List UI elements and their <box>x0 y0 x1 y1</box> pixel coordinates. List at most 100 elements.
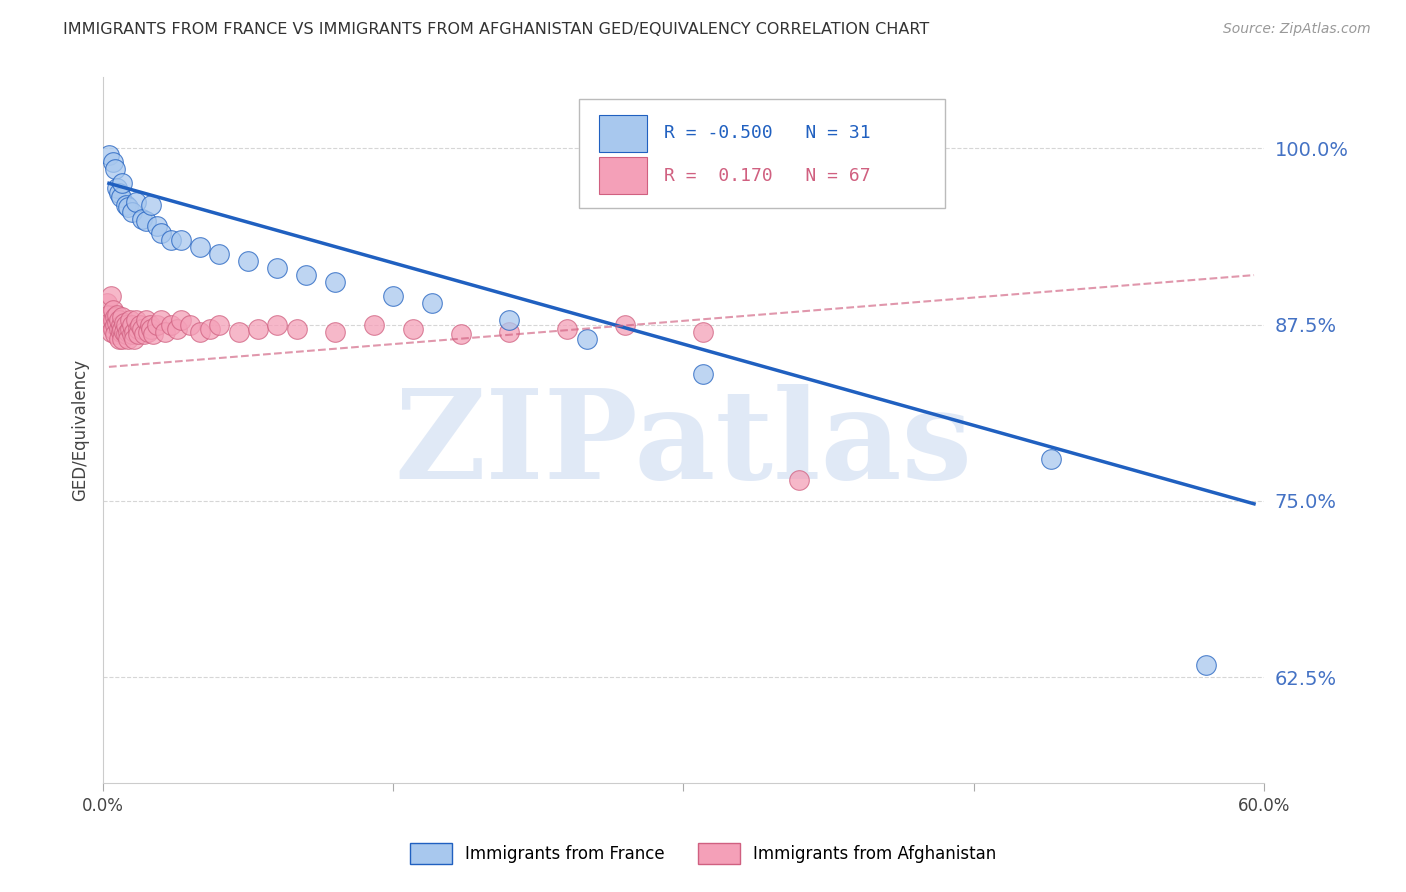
Point <box>363 318 385 332</box>
Point <box>117 200 139 214</box>
Point <box>111 322 134 336</box>
Point <box>97 148 120 162</box>
Point <box>382 289 405 303</box>
Point <box>121 204 143 219</box>
Point <box>285 322 308 336</box>
Point <box>188 325 211 339</box>
Bar <box>599 157 647 194</box>
Text: IMMIGRANTS FROM FRANCE VS IMMIGRANTS FROM AFGHANISTAN GED/EQUIVALENCY CORRELATIO: IMMIGRANTS FROM FRANCE VS IMMIGRANTS FRO… <box>63 22 929 37</box>
Point <box>100 289 122 303</box>
Point <box>146 318 169 332</box>
Text: R =  0.170   N = 67: R = 0.170 N = 67 <box>664 168 870 186</box>
Point <box>450 327 472 342</box>
Point <box>150 226 173 240</box>
Point <box>117 332 139 346</box>
Point <box>160 318 183 332</box>
Point <box>125 194 148 209</box>
Point <box>246 322 269 336</box>
Point <box>107 186 129 201</box>
Point <box>120 313 142 327</box>
Point <box>138 318 160 332</box>
Text: ZIPatlas: ZIPatlas <box>395 384 973 505</box>
Point <box>112 325 135 339</box>
Point <box>127 327 149 342</box>
Point <box>96 296 118 310</box>
Point <box>169 233 191 247</box>
Point <box>101 155 124 169</box>
Point <box>117 325 139 339</box>
Point <box>115 318 138 332</box>
Point <box>105 180 128 194</box>
Point <box>101 303 124 318</box>
Point <box>295 268 318 282</box>
Point <box>1039 451 1062 466</box>
Point <box>111 332 134 346</box>
Point <box>166 322 188 336</box>
Point <box>107 313 129 327</box>
Point <box>208 247 231 261</box>
Point <box>105 308 128 322</box>
Bar <box>599 115 647 152</box>
Point <box>128 318 150 332</box>
Point <box>614 318 637 332</box>
Point <box>135 214 157 228</box>
Point <box>104 318 127 332</box>
Point <box>107 332 129 346</box>
Point <box>198 322 221 336</box>
Point <box>150 313 173 327</box>
Point <box>141 322 163 336</box>
Point <box>420 296 443 310</box>
Point <box>112 316 135 330</box>
Point <box>111 177 134 191</box>
Point <box>153 325 176 339</box>
Point <box>121 318 143 332</box>
Point <box>122 332 145 346</box>
Point <box>692 367 714 381</box>
Text: R = -0.500   N = 31: R = -0.500 N = 31 <box>664 123 870 142</box>
Point <box>110 325 132 339</box>
Point <box>136 325 159 339</box>
Point <box>105 316 128 330</box>
Point <box>401 322 423 336</box>
Point <box>169 313 191 327</box>
Point <box>323 275 346 289</box>
Point <box>142 327 165 342</box>
Legend: Immigrants from France, Immigrants from Afghanistan: Immigrants from France, Immigrants from … <box>404 837 1002 871</box>
Point <box>121 327 143 342</box>
Point <box>97 308 120 322</box>
Point <box>110 190 132 204</box>
Point <box>160 233 183 247</box>
Point <box>557 322 579 336</box>
Point <box>101 322 124 336</box>
Point <box>188 240 211 254</box>
Point <box>110 318 132 332</box>
Point <box>498 325 520 339</box>
Point <box>97 316 120 330</box>
Point <box>122 325 145 339</box>
Point <box>575 332 598 346</box>
Point <box>238 254 260 268</box>
Point <box>179 318 201 332</box>
Point <box>692 325 714 339</box>
Point <box>132 327 155 342</box>
Point <box>141 197 163 211</box>
Point <box>266 318 288 332</box>
Point <box>789 473 811 487</box>
Point <box>111 310 134 325</box>
Point <box>125 313 148 327</box>
Point <box>107 322 129 336</box>
Point <box>498 313 520 327</box>
FancyBboxPatch shape <box>579 99 945 208</box>
Point <box>115 327 138 342</box>
Point <box>266 260 288 275</box>
Point <box>101 313 124 327</box>
Y-axis label: GED/Equivalency: GED/Equivalency <box>72 359 89 501</box>
Point <box>228 325 250 339</box>
Point <box>146 219 169 233</box>
Point <box>120 322 142 336</box>
Point <box>104 327 127 342</box>
Point <box>208 318 231 332</box>
Point <box>104 162 127 177</box>
Point <box>131 322 153 336</box>
Point <box>104 310 127 325</box>
